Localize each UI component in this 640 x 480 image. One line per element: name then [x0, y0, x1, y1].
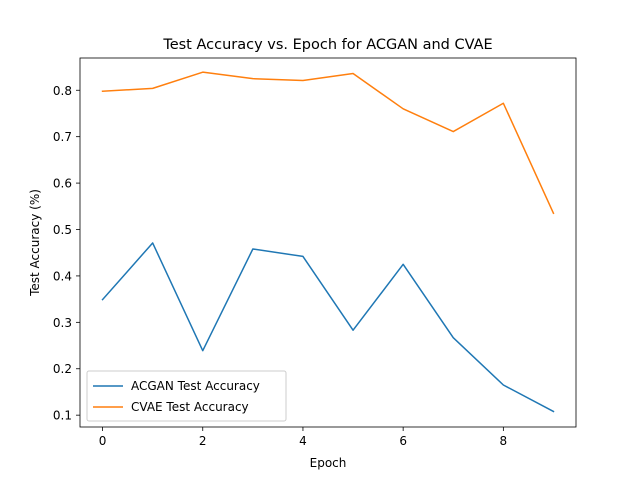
y-tick-label: 0.5	[53, 223, 72, 237]
series-line-cvae	[101, 71, 555, 215]
x-tick-label: 4	[299, 434, 307, 448]
chart-title: Test Accuracy vs. Epoch for ACGAN and CV…	[162, 37, 492, 53]
x-axis-label: Epoch	[310, 456, 347, 470]
y-tick-label: 0.7	[53, 130, 72, 144]
legend: ACGAN Test Accuracy CVAE Test Accuracy	[86, 370, 287, 422]
y-tick-label: 0.2	[53, 362, 72, 376]
legend-box	[86, 370, 287, 422]
series-line-acgan	[101, 242, 555, 413]
y-axis-label: Test Accuracy (%)	[28, 189, 42, 297]
y-axis-ticks: 0.1 0.2 0.3 0.4 0.5 0.6 0.7 0.8	[53, 84, 80, 423]
y-tick-label: 0.6	[53, 177, 72, 191]
x-axis-ticks: 0 2 4 6 8	[99, 427, 507, 448]
x-tick-label: 0	[99, 434, 107, 448]
y-tick-label: 0.1	[53, 409, 72, 423]
series-layer	[101, 71, 555, 413]
y-tick-label: 0.3	[53, 316, 72, 330]
plot-frame	[79, 57, 577, 428]
legend-label-acgan: ACGAN Test Accuracy	[131, 379, 260, 393]
y-tick-label: 0.4	[53, 269, 72, 283]
plot-area: 0 2 4 6 8 0.1 0.2 0.3 0.4 0.5 0.6 0.7 0.8	[53, 57, 577, 448]
y-tick-label: 0.8	[53, 84, 72, 98]
x-tick-label: 6	[399, 434, 407, 448]
x-tick-label: 8	[500, 434, 508, 448]
x-tick-label: 2	[199, 434, 207, 448]
legend-label-cvae: CVAE Test Accuracy	[131, 400, 249, 414]
